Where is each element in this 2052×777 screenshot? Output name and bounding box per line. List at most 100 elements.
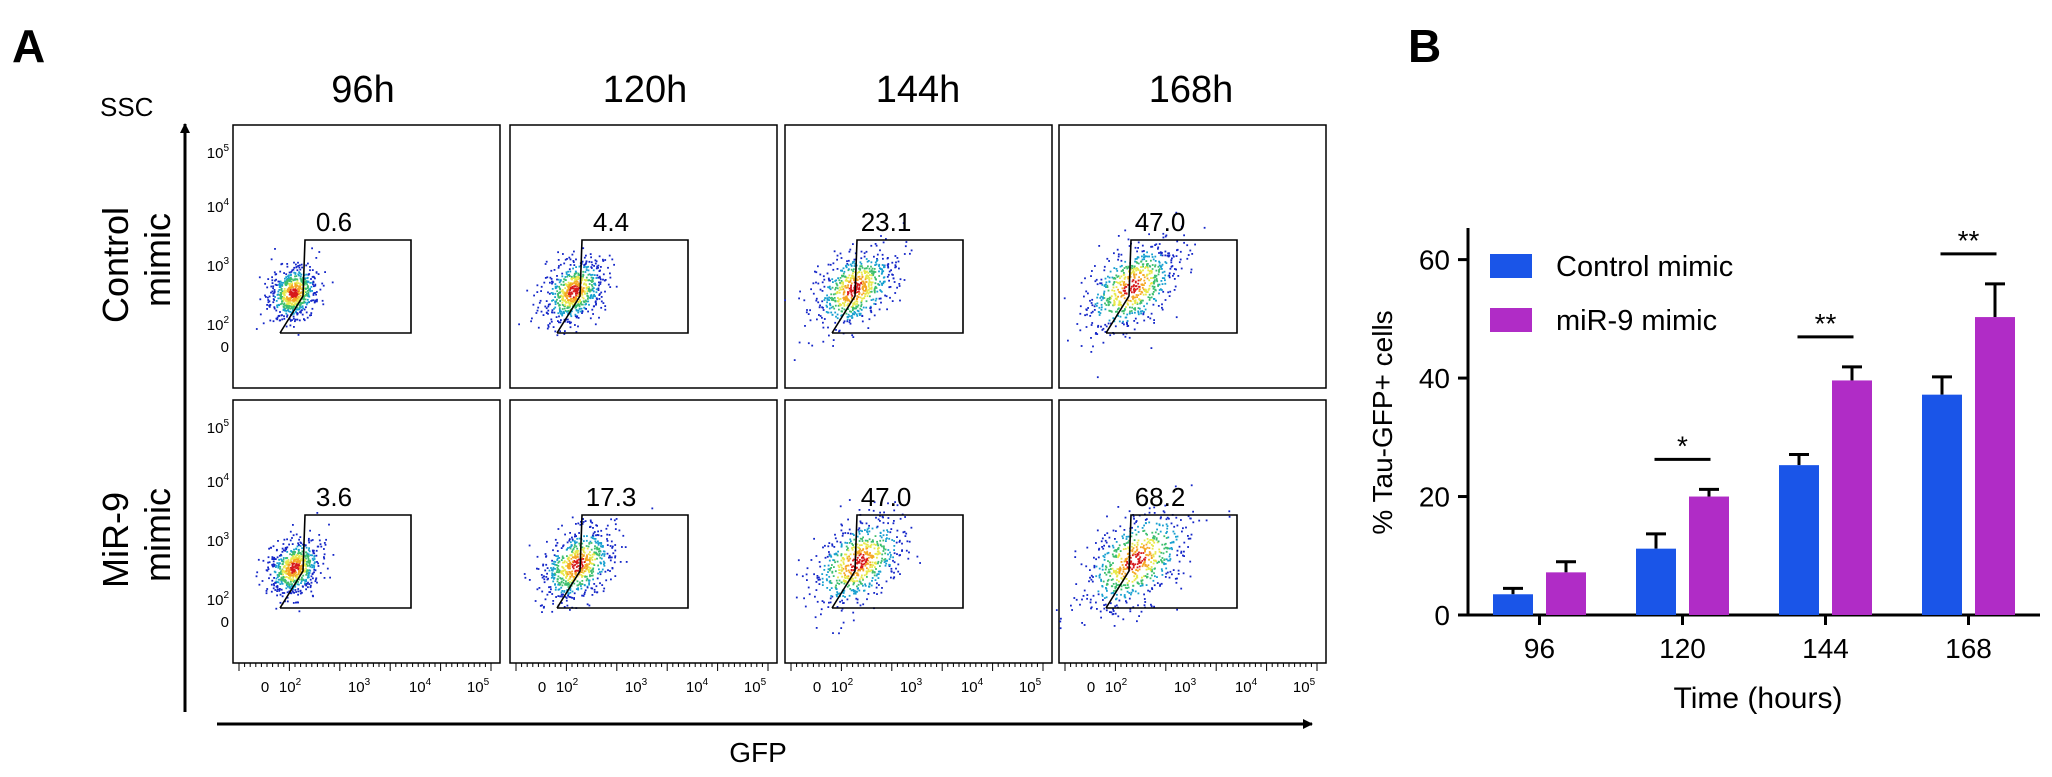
event-dot <box>293 271 296 274</box>
event-dot <box>1133 265 1136 268</box>
event-dot <box>860 265 863 267</box>
event-dot <box>840 543 843 546</box>
event-dot <box>565 577 568 579</box>
event-dot <box>1111 613 1114 616</box>
event-dot <box>584 271 587 273</box>
event-dot <box>312 283 314 286</box>
event-dot <box>545 260 548 263</box>
gfp-tick-label: 104 <box>961 677 984 696</box>
event-dot <box>575 266 577 268</box>
event-dot <box>572 548 575 550</box>
event-dot <box>1159 288 1162 291</box>
event-dot <box>887 263 890 265</box>
event-dot <box>585 286 588 289</box>
event-dot <box>845 312 848 315</box>
event-dot <box>551 281 554 284</box>
event-dot <box>295 281 298 284</box>
event-dot <box>271 290 274 293</box>
event-dot <box>561 590 564 592</box>
event-dot <box>284 576 286 579</box>
event-dot <box>298 271 300 274</box>
event-dot <box>852 261 854 263</box>
event-dot <box>876 259 879 261</box>
event-dot <box>292 557 294 560</box>
event-dot <box>861 556 864 558</box>
event-dot <box>1158 283 1161 286</box>
event-dot <box>557 555 559 557</box>
event-dot <box>298 285 300 288</box>
event-dot <box>1136 563 1139 565</box>
event-dot <box>850 284 852 287</box>
event-dot <box>574 306 577 309</box>
event-dot <box>567 579 570 582</box>
event-dot <box>821 300 824 303</box>
event-dot <box>549 276 552 279</box>
event-dot <box>873 501 876 504</box>
event-dot <box>316 561 318 563</box>
event-dot <box>306 576 309 579</box>
tick-exponent: 2 <box>848 677 854 688</box>
event-dot <box>564 295 567 298</box>
event-dot <box>861 280 864 283</box>
event-dot <box>290 277 292 279</box>
row-labels: Control mimic MiR-9 mimic <box>95 207 178 588</box>
event-dot <box>1153 286 1156 289</box>
event-dot <box>299 282 302 285</box>
event-dot <box>561 557 564 559</box>
event-dot <box>598 281 600 284</box>
event-dot <box>860 301 863 304</box>
event-dot <box>540 310 543 313</box>
event-dot <box>597 543 600 546</box>
event-dot <box>1117 281 1119 284</box>
event-dot <box>829 589 831 591</box>
event-dot <box>1142 312 1145 315</box>
event-dot <box>313 571 315 574</box>
event-dot <box>286 600 289 603</box>
event-dot <box>1131 264 1133 267</box>
event-dot <box>303 555 306 557</box>
event-dot <box>866 289 868 292</box>
event-dot <box>1111 544 1114 547</box>
event-dot <box>291 580 294 582</box>
event-dot <box>569 561 572 564</box>
event-dot <box>285 273 288 276</box>
event-dot <box>585 559 588 561</box>
event-dot <box>572 260 575 262</box>
event-dot <box>298 564 300 567</box>
event-dot <box>828 296 830 299</box>
event-dot <box>852 589 855 591</box>
event-dot <box>296 293 299 295</box>
event-dot <box>587 296 590 298</box>
event-dot <box>593 305 595 308</box>
event-dot <box>573 560 576 562</box>
event-dot <box>1122 584 1125 587</box>
event-dot <box>862 289 865 292</box>
event-dot <box>593 294 596 297</box>
event-dot <box>587 269 590 272</box>
event-dot <box>876 573 879 576</box>
event-dot <box>279 593 282 596</box>
event-dot <box>859 604 862 607</box>
event-dot <box>323 577 326 579</box>
event-dot <box>1076 323 1079 325</box>
event-dot <box>569 295 572 298</box>
event-dot <box>301 576 303 579</box>
event-dot <box>575 270 577 273</box>
event-dot <box>298 274 300 277</box>
event-dot <box>1113 320 1116 323</box>
event-dot <box>299 567 301 570</box>
event-dot <box>584 564 587 566</box>
event-dot <box>551 593 554 595</box>
event-dot <box>281 290 284 293</box>
event-dot <box>318 539 321 542</box>
event-dot <box>840 269 842 272</box>
event-dot <box>307 289 310 292</box>
event-dot <box>301 585 304 588</box>
event-dot <box>866 576 868 578</box>
event-dot <box>845 568 847 570</box>
event-dot <box>299 592 302 595</box>
event-dot <box>1149 297 1151 299</box>
event-dot <box>873 592 876 594</box>
event-dot <box>843 303 846 305</box>
